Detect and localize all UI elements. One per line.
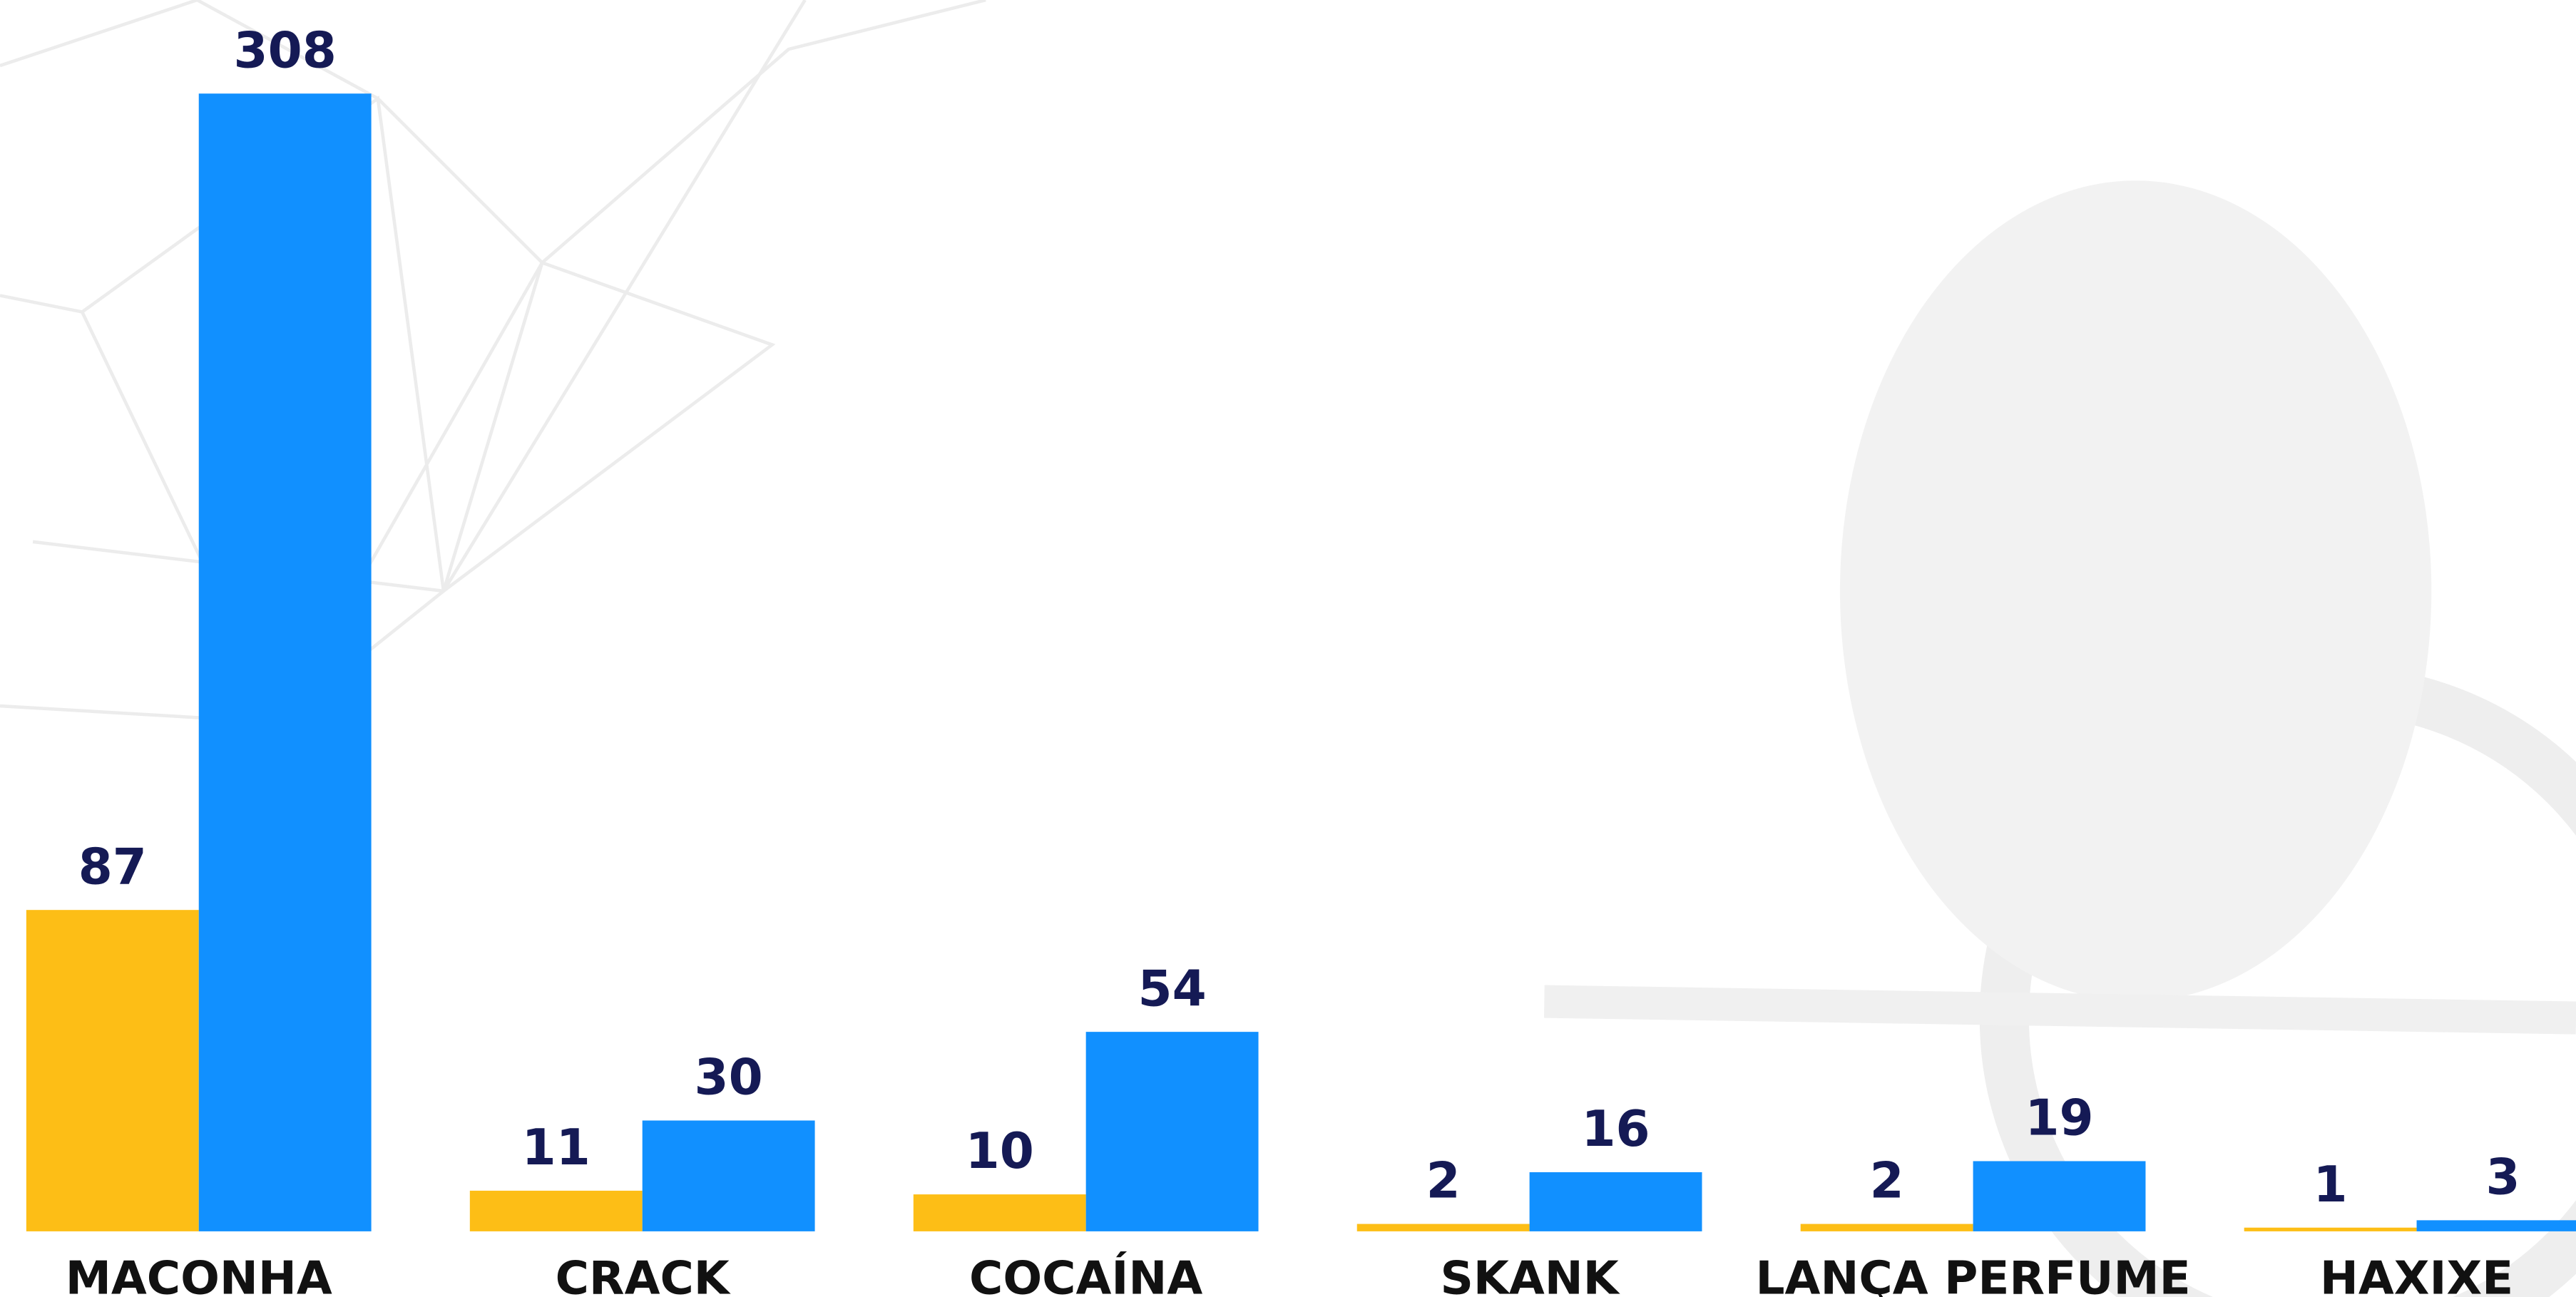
bar <box>913 1194 1086 1231</box>
bar <box>1973 1161 2146 1231</box>
value-label: 10 <box>966 1123 1034 1180</box>
bar <box>1529 1172 1702 1231</box>
bar <box>198 93 372 1231</box>
x-tick-label: HAXIXE <box>2320 1251 2513 1297</box>
bar <box>1800 1224 1973 1231</box>
value-label: 2 <box>1870 1153 1904 1210</box>
bar <box>1085 1032 1259 1231</box>
x-tick-label: SKANK <box>1440 1251 1620 1297</box>
x-tick-label: CRACK <box>556 1251 731 1297</box>
bar <box>2416 1220 2576 1231</box>
value-label: 16 <box>1581 1101 1650 1158</box>
x-tick-label: MACONHA <box>66 1251 332 1297</box>
value-label: 1 <box>2314 1157 2348 1214</box>
value-label: 87 <box>78 839 147 896</box>
x-tick-label: LANÇA PERFUME <box>1755 1251 2190 1297</box>
value-label: 11 <box>522 1119 591 1176</box>
bar <box>469 1190 643 1231</box>
bar <box>642 1120 815 1231</box>
bar <box>26 910 199 1231</box>
value-label: 30 <box>695 1050 763 1107</box>
plot-area: 87 308 MACONHA 11 30 CRACK 10 54 COCAÍNA 2 16 SKANK… <box>26 22 2576 1297</box>
value-label: 3 <box>2485 1149 2520 1206</box>
value-label: 2 <box>1426 1153 1461 1210</box>
x-tick-label: COCAÍNA <box>969 1251 1202 1297</box>
bar <box>1356 1224 1530 1231</box>
value-label: 308 <box>234 22 337 79</box>
value-label: 54 <box>1138 960 1207 1017</box>
bar <box>2244 1227 2417 1231</box>
value-label: 19 <box>2025 1090 2093 1147</box>
